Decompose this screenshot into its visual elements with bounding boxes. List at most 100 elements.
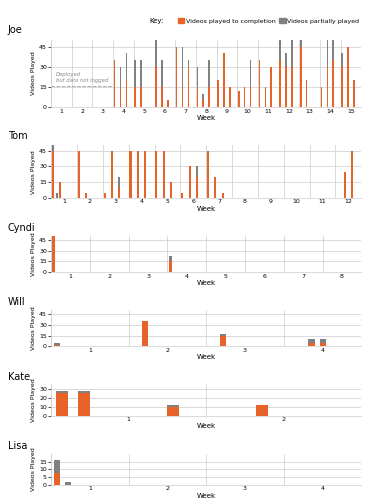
Bar [55,193,58,198]
Bar [176,46,177,107]
Bar [78,394,91,415]
Bar [196,67,198,87]
Text: Tom: Tom [8,131,27,141]
Bar [126,80,127,107]
Bar [155,67,157,107]
Bar [244,87,245,107]
Bar [118,188,120,198]
Bar [170,182,172,198]
Bar [285,67,287,107]
Bar [229,87,231,107]
Bar [188,67,189,107]
Bar [163,150,165,198]
Bar [223,54,225,107]
Bar [104,193,106,198]
Bar [222,193,224,198]
Bar [167,405,179,407]
Text: Key:: Key: [150,18,164,24]
Bar [52,150,54,198]
Bar [189,166,191,198]
Bar [78,150,80,198]
Bar [126,54,127,80]
Bar [291,67,293,107]
Bar [137,150,139,198]
Bar [188,60,189,67]
Bar [182,87,183,107]
Bar [65,482,71,485]
Bar [300,34,301,46]
Bar [54,345,60,346]
X-axis label: Week: Week [197,424,216,430]
Bar [308,342,315,346]
Bar [155,150,157,198]
Bar [208,87,210,107]
Bar [319,342,326,346]
Bar [196,177,198,198]
Bar [250,60,251,87]
Bar [333,60,334,107]
Bar [161,87,163,107]
Bar [207,150,209,198]
Bar [142,321,148,346]
Bar [308,339,315,342]
X-axis label: Week: Week [197,354,216,360]
Bar [208,60,210,87]
Bar [344,172,346,198]
Y-axis label: Videos Played: Videos Played [31,306,36,350]
Text: Will: Will [8,298,25,308]
Bar [217,80,219,107]
Y-axis label: Videos Played: Videos Played [31,378,36,422]
Bar [320,87,322,107]
Bar [52,217,55,218]
Bar [327,20,328,67]
Bar [182,46,183,87]
Bar [111,150,113,198]
Bar [134,87,136,107]
Bar [120,67,121,87]
X-axis label: Week: Week [197,206,216,212]
Bar [56,394,68,415]
Bar [258,60,260,107]
Bar [220,334,226,336]
Bar [56,390,68,394]
Bar [114,60,115,107]
Bar [250,87,251,107]
Y-axis label: Videos Played: Videos Played [31,448,36,492]
Bar [120,87,121,107]
Bar [130,150,131,198]
Bar [333,40,334,60]
Bar [306,80,307,107]
Bar [196,87,198,107]
Bar [167,407,179,416]
Bar [155,26,157,67]
Bar [327,67,328,107]
Bar [134,60,136,87]
Bar [300,46,301,107]
Bar [59,182,61,198]
Bar [279,60,281,107]
Bar [118,177,120,188]
Bar [52,218,55,272]
Bar [265,87,266,107]
Bar [255,405,268,415]
Bar [54,342,60,345]
Bar [341,54,343,67]
Bar [285,54,287,67]
Y-axis label: Videos Played: Videos Played [31,52,36,96]
X-axis label: Week: Week [197,280,216,286]
Bar [215,177,216,198]
Text: Joe: Joe [8,24,22,34]
Bar [220,336,226,346]
Bar [203,100,204,107]
Text: Cyndi: Cyndi [8,224,35,234]
Bar [141,87,142,107]
Text: Kate: Kate [8,372,30,382]
Bar [279,40,281,60]
Legend: Videos played to completion, Videos partially played: Videos played to completion, Videos part… [175,16,362,26]
Bar [161,60,163,87]
Bar [54,460,60,472]
Bar [78,390,91,394]
X-axis label: Week: Week [197,493,216,499]
Bar [167,100,169,107]
Bar [347,46,349,107]
